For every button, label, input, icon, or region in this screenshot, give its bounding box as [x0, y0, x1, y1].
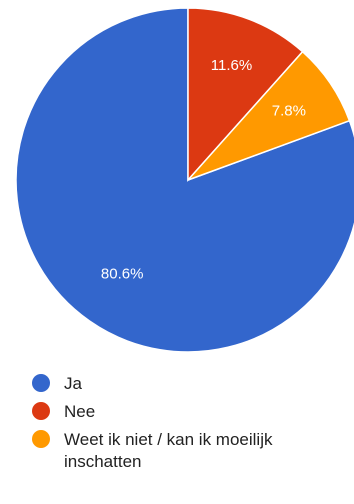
- legend-item-nee: Nee: [32, 401, 347, 423]
- pie-slice-label-nee: 11.6%: [211, 57, 252, 74]
- pie-slice-nee: [187, 7, 304, 182]
- legend: Ja Nee Weet ik niet / kan ik moeilijk in…: [32, 373, 347, 479]
- pie-slice-ja: [15, 7, 354, 353]
- legend-label-ja: Ja: [64, 374, 82, 393]
- pie-slices: [15, 7, 354, 353]
- pie-slice-label-ja: 80.6%: [101, 265, 144, 282]
- pie-slice-label-weet-ik-niet: 7.8%: [272, 102, 306, 119]
- legend-swatch-weet-ik-niet: [32, 430, 50, 448]
- pie-slice-labels: 80.6% 11.6% 7.8%: [101, 57, 306, 282]
- legend-swatch-nee: [32, 402, 50, 420]
- pie-chart: 80.6% 11.6% 7.8%: [15, 7, 354, 353]
- legend-swatch-ja: [32, 374, 50, 392]
- legend-item-weet-ik-niet: Weet ik niet / kan ik moeilijk inschatte…: [32, 429, 347, 473]
- legend-label-nee: Nee: [64, 402, 96, 421]
- pie-slice-weet-ik-niet: [187, 50, 351, 181]
- legend-label-weet-ik-niet: Weet ik niet / kan ik moeilijk inschatte…: [64, 430, 273, 471]
- legend-item-ja: Ja: [32, 373, 347, 395]
